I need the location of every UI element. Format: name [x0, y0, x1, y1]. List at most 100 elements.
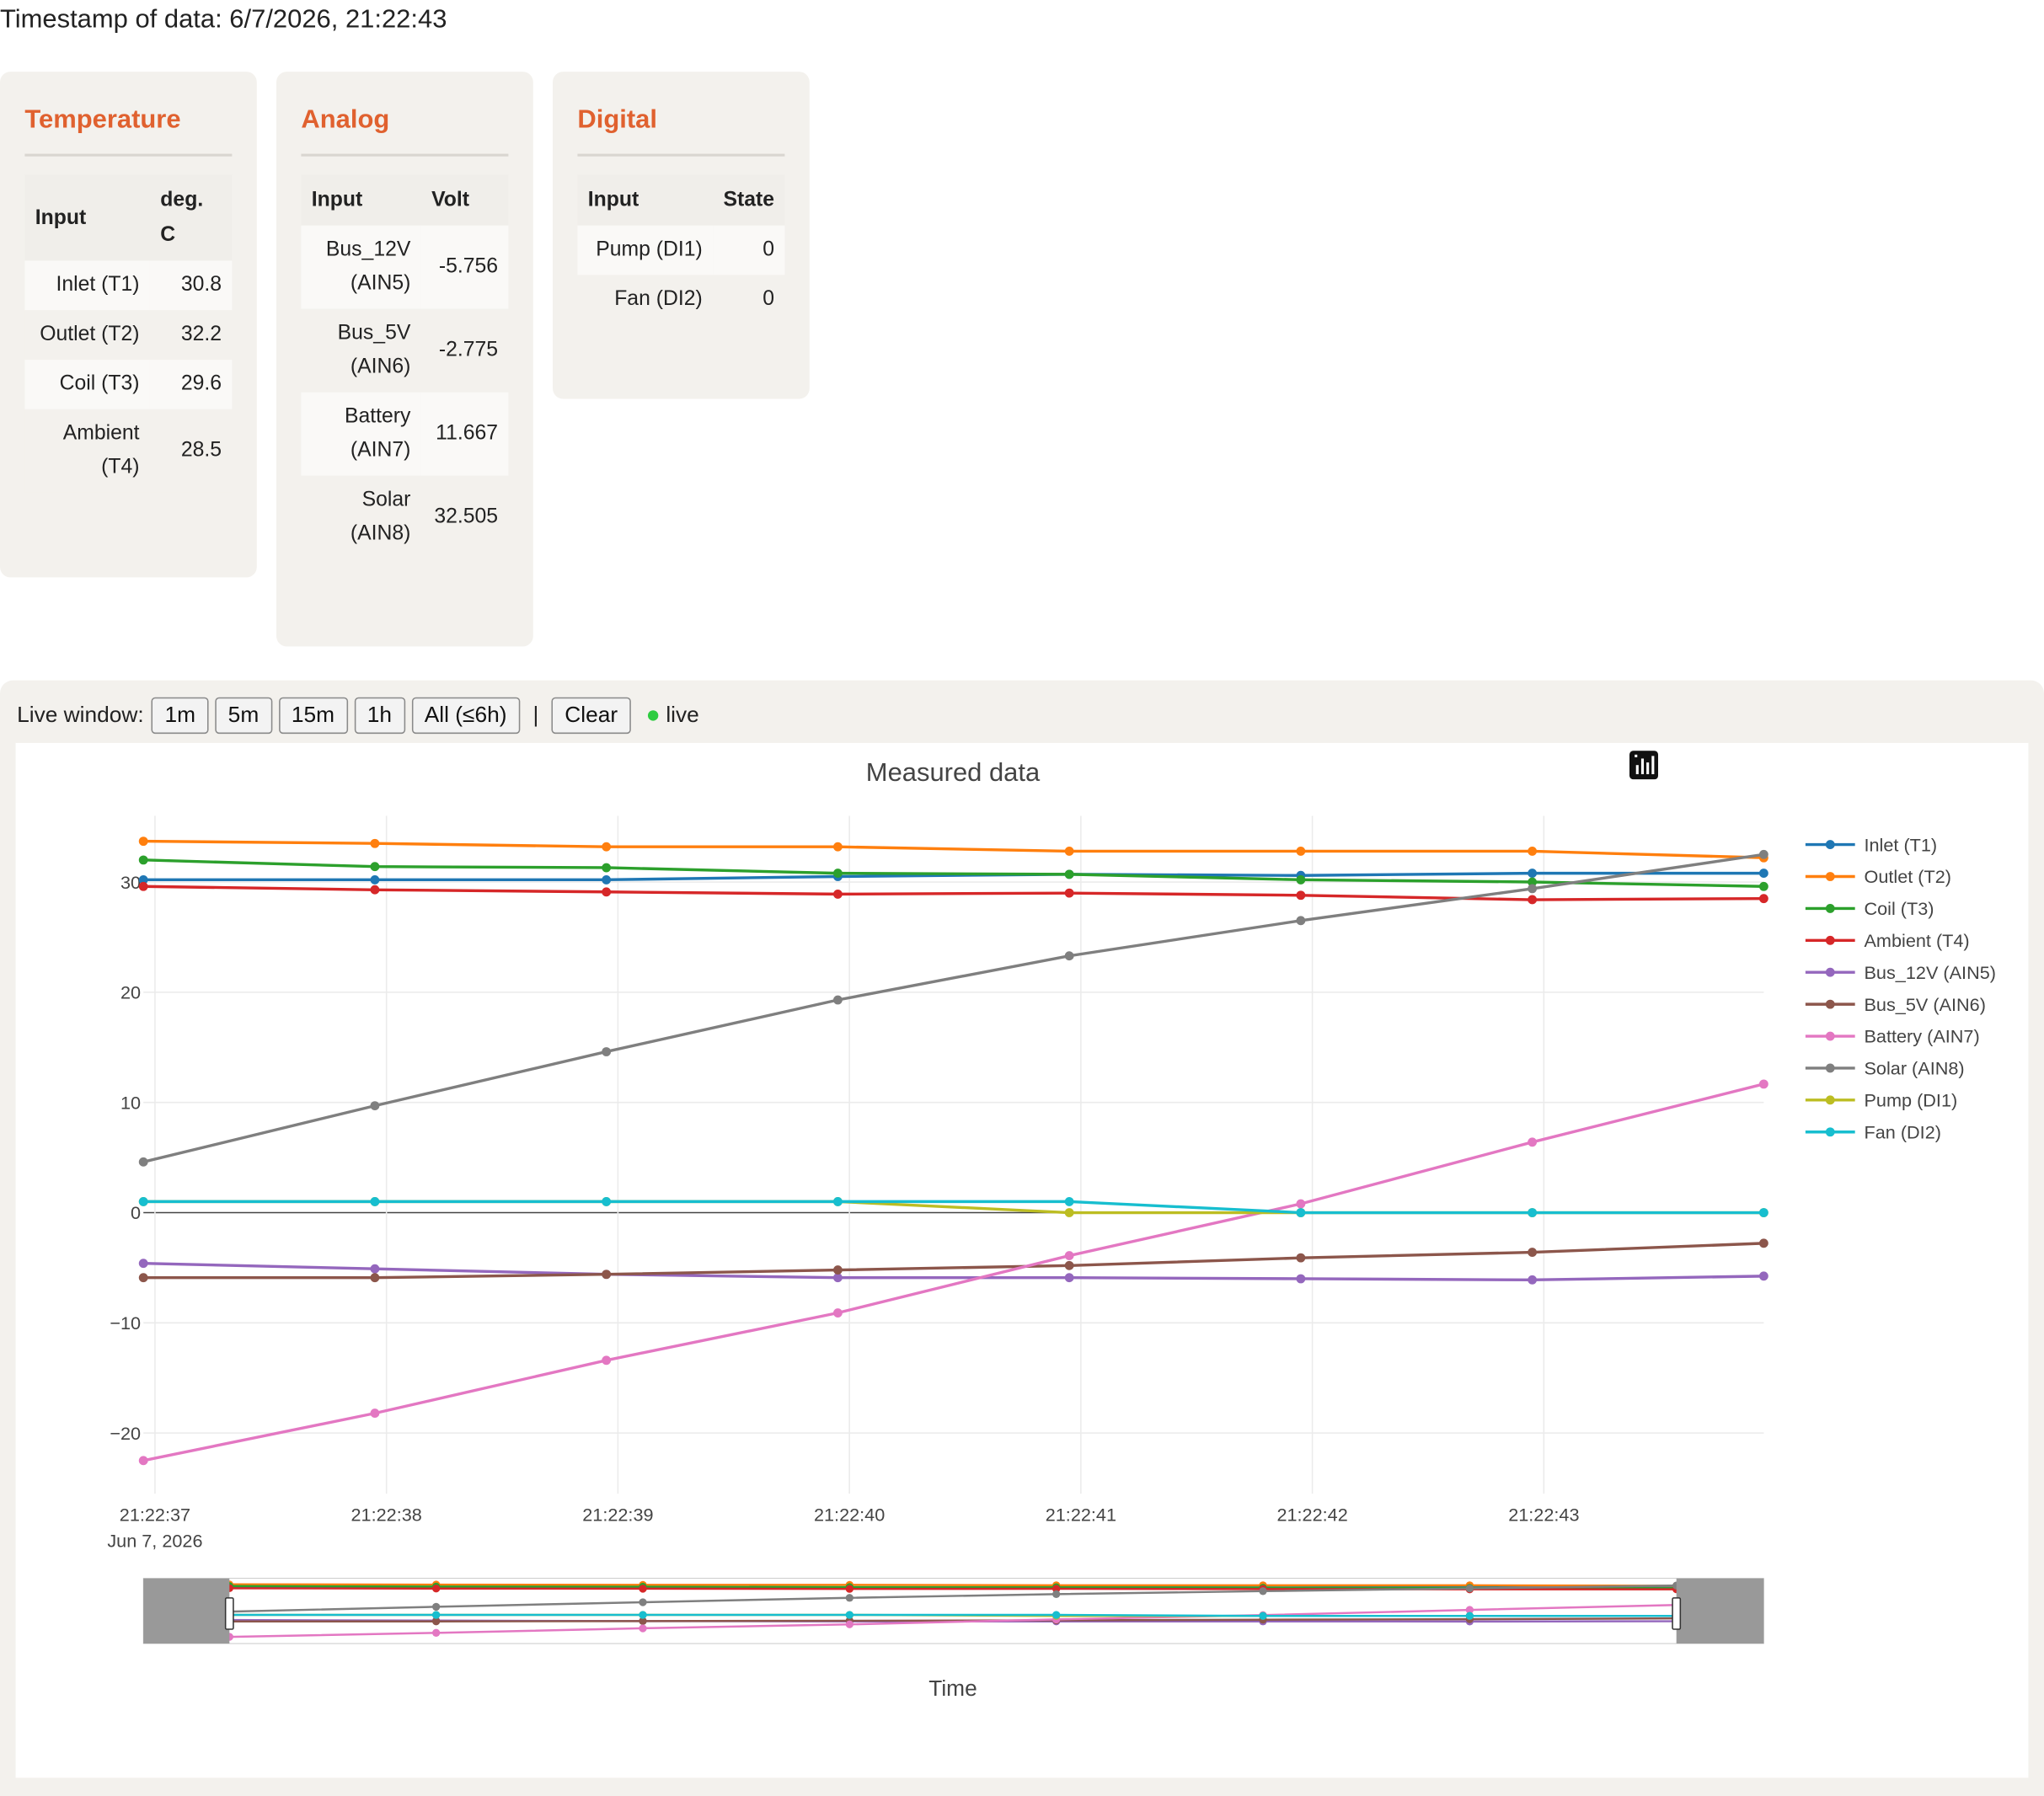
- data-point: [138, 1273, 148, 1283]
- rangeslider-point: [432, 1602, 441, 1612]
- measured-data-chart[interactable]: Measured data 30 20 10 0 −10 −20 21:22:37 Jun 7,…: [16, 743, 2029, 1777]
- data-point: [1758, 1079, 1768, 1089]
- data-point: [1064, 1260, 1074, 1270]
- live-window-controls: Live window: 1m 5m 15m 1h All (≤6h) | Cl…: [17, 697, 699, 735]
- rangeslider-mask-left: [143, 1578, 230, 1644]
- data-point: [370, 1273, 380, 1283]
- rangeslider-series-line: [229, 1617, 1677, 1622]
- y-tick-label: 20: [120, 982, 141, 1003]
- data-point: [1296, 846, 1306, 856]
- data-point: [370, 862, 380, 872]
- rangeslider-point: [639, 1624, 647, 1633]
- column-header-input: Input: [301, 174, 421, 226]
- data-point: [1758, 849, 1768, 859]
- series-line: [143, 871, 1764, 882]
- row-input-label: Outlet (T2): [24, 310, 150, 361]
- plot-area[interactable]: Measured data 30 20 10 0 −10 −20 21:22:37 Jun 7,…: [15, 742, 2029, 1778]
- rangeslider-point: [639, 1611, 647, 1619]
- legend-marker: [1825, 935, 1835, 945]
- data-point: [1296, 916, 1306, 926]
- rangeslider-handle-left[interactable]: [224, 1597, 234, 1630]
- temperature-card-title: Temperature: [24, 105, 233, 157]
- data-point: [832, 1308, 843, 1318]
- data-point: [1064, 846, 1074, 856]
- data-point: [832, 995, 843, 1005]
- data-point: [1528, 895, 1538, 905]
- series-line: [143, 1261, 1764, 1282]
- y-tick-label: 0: [131, 1202, 141, 1223]
- clear-button[interactable]: Clear: [551, 697, 631, 735]
- x-tick-label: 21:22:38: [351, 1505, 422, 1526]
- rangeslider-handle-right[interactable]: [1672, 1597, 1682, 1630]
- data-point: [1758, 1271, 1768, 1281]
- row-input-label: Pump (DI1): [577, 225, 714, 275]
- legend-item: Fan (DI2): [1864, 1121, 1940, 1142]
- data-point: [1758, 1238, 1768, 1248]
- zoom-icon[interactable]: [1630, 751, 1705, 784]
- window-15m-button[interactable]: 15m: [278, 697, 348, 735]
- reset-axes-icon[interactable]: [1630, 751, 1966, 784]
- legend-item: Inlet (T1): [1864, 834, 1937, 855]
- x-date-label: Jun 7, 2026: [107, 1531, 202, 1552]
- data-point: [1528, 1248, 1538, 1258]
- window-1h-button[interactable]: 1h: [354, 697, 405, 735]
- legend-item: Pump (DI1): [1864, 1090, 1957, 1111]
- table-row: Bus_12V (AIN5) -5.756: [301, 225, 509, 309]
- rangeslider-point: [639, 1598, 647, 1606]
- box-select-icon[interactable]: [1630, 751, 1789, 784]
- plot-panel: Live window: 1m 5m 15m 1h All (≤6h) | Cl…: [0, 680, 2044, 1796]
- series-line: [143, 885, 1764, 901]
- data-point: [370, 875, 380, 885]
- row-input-label: Coil (T3): [24, 360, 150, 409]
- series-line: [143, 839, 1764, 859]
- rangeslider-point: [432, 1585, 441, 1593]
- zoom-in-icon[interactable]: [1630, 751, 1840, 784]
- row-input-label: Ambient (T4): [24, 409, 150, 493]
- analog-card-title: Analog: [301, 105, 509, 157]
- series-line: [143, 858, 1764, 888]
- data-point: [1064, 1197, 1074, 1206]
- data-point: [370, 1101, 380, 1111]
- row-value: 29.6: [149, 360, 233, 409]
- zoom-out-icon[interactable]: [1630, 751, 1882, 784]
- data-point: [1296, 1253, 1306, 1263]
- series-group: [138, 837, 1768, 1466]
- y-tick-label: −20: [110, 1423, 141, 1444]
- rangeslider-series-line: [229, 1603, 1677, 1638]
- window-all-button[interactable]: All (≤6h): [411, 697, 520, 735]
- data-point: [138, 1157, 148, 1167]
- rangeslider-point: [845, 1620, 853, 1628]
- digital-card: Digital Input State Pump (DI1) 0 Fan (DI…: [553, 72, 810, 399]
- data-point: [602, 1355, 612, 1366]
- legend-marker: [1825, 999, 1835, 1009]
- row-value: 32.505: [420, 475, 509, 559]
- row-value: -2.775: [420, 308, 509, 393]
- x-tick-label: 21:22:40: [814, 1505, 885, 1526]
- window-1m-button[interactable]: 1m: [151, 697, 209, 735]
- window-5m-button[interactable]: 5m: [215, 697, 272, 735]
- plotly-logo-icon[interactable]: [1629, 751, 2018, 784]
- data-point: [1296, 1274, 1306, 1284]
- controls-separator: |: [532, 702, 539, 728]
- data-point: [832, 1197, 843, 1206]
- data-point: [1064, 888, 1074, 898]
- autoscale-icon[interactable]: [1630, 751, 1924, 784]
- table-row: Solar (AIN8) 32.505: [301, 475, 509, 559]
- data-point: [1296, 875, 1306, 885]
- table-row: Inlet (T1) 30.8: [24, 260, 233, 311]
- table-row: Battery (AIN7) 11.667: [301, 392, 509, 476]
- row-input-label: Bus_5V (AIN6): [301, 308, 421, 393]
- data-point: [1528, 884, 1538, 894]
- rangeslider-point: [1465, 1584, 1474, 1593]
- pan-icon[interactable]: [1630, 751, 1747, 784]
- x-tick-label: 21:22:41: [1046, 1505, 1116, 1526]
- live-status-text: live: [666, 702, 699, 728]
- digital-table: Input State Pump (DI1) 0 Fan (DI2) 0: [577, 174, 785, 325]
- data-point: [1064, 1273, 1074, 1283]
- rangeslider-point: [1259, 1612, 1267, 1620]
- table-row: Bus_5V (AIN6) -2.775: [301, 308, 509, 393]
- legend-marker: [1825, 840, 1835, 850]
- legend-item: Coil (T3): [1864, 898, 1934, 919]
- rangeslider-point: [845, 1585, 853, 1593]
- data-point: [138, 855, 148, 865]
